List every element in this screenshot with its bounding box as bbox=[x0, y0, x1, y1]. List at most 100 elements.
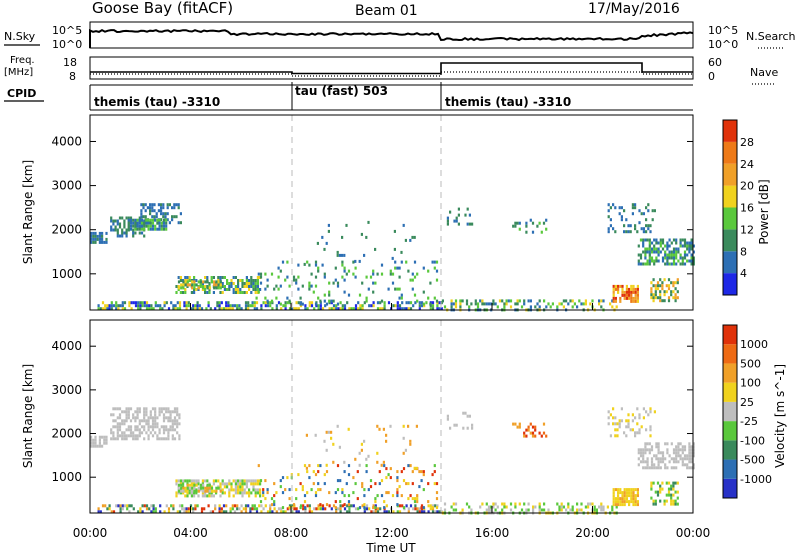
heatmap-cell bbox=[202, 280, 205, 284]
heatmap-cell bbox=[690, 457, 693, 461]
heatmap-cell bbox=[518, 221, 521, 225]
heatmap-cell bbox=[315, 304, 318, 308]
heatmap-cell bbox=[233, 510, 237, 514]
heatmap-cell bbox=[214, 307, 217, 311]
heatmap-cell bbox=[98, 438, 101, 442]
heatmap-cell bbox=[598, 299, 601, 303]
heatmap-cell bbox=[654, 287, 657, 291]
heatmap-cell bbox=[186, 479, 189, 483]
heatmap-cell bbox=[139, 301, 142, 305]
heatmap-cell bbox=[681, 256, 684, 260]
heatmap-cell bbox=[690, 454, 693, 458]
heatmap-cell bbox=[301, 485, 304, 489]
heatmap-cell bbox=[160, 410, 163, 414]
heatmap-cell bbox=[612, 227, 615, 231]
heatmap-cell bbox=[233, 304, 237, 308]
heatmap-cell bbox=[238, 307, 241, 311]
heatmap-cell bbox=[193, 489, 196, 493]
heatmap-cell bbox=[363, 301, 366, 305]
heatmap-cell bbox=[465, 302, 469, 306]
heatmap-cell bbox=[429, 307, 432, 311]
heatmap-cell bbox=[354, 307, 358, 311]
heatmap-cell bbox=[248, 288, 251, 291]
heatmap-cell bbox=[162, 215, 165, 219]
heatmap-cell bbox=[193, 288, 196, 291]
heatmap-cell bbox=[303, 464, 307, 468]
nave-trace bbox=[90, 71, 693, 77]
heatmap-cell bbox=[140, 231, 144, 235]
heatmap-cell bbox=[204, 491, 207, 495]
heatmap-cell bbox=[176, 422, 179, 426]
heatmap-cell bbox=[252, 279, 255, 282]
heatmap-cell bbox=[116, 222, 119, 226]
heatmap-cell bbox=[116, 437, 119, 441]
heatmap-cell bbox=[670, 502, 673, 506]
heatmap-cell bbox=[476, 302, 480, 306]
heatmap-cell bbox=[92, 234, 95, 238]
heatmap-cell bbox=[523, 302, 526, 306]
heatmap-cell bbox=[454, 302, 458, 306]
heatmap-cell bbox=[650, 457, 654, 461]
heatmap-cell bbox=[94, 444, 97, 448]
heatmap-cell bbox=[348, 307, 351, 311]
heatmap-cell bbox=[459, 302, 462, 306]
heatmap-cell bbox=[686, 244, 689, 248]
heatmap-cell bbox=[301, 302, 304, 306]
heatmap-cell bbox=[151, 434, 155, 438]
heatmap-cell bbox=[171, 437, 174, 441]
heatmap-cell bbox=[690, 253, 693, 257]
heatmap-cell bbox=[380, 272, 384, 276]
heatmap-cell bbox=[191, 489, 194, 493]
heatmap-cell bbox=[147, 422, 150, 426]
heatmap-cell bbox=[336, 424, 339, 428]
heatmap-cell bbox=[115, 304, 118, 308]
heatmap-cell bbox=[670, 290, 673, 294]
heatmap-cell bbox=[332, 504, 336, 508]
heatmap-cell bbox=[238, 304, 241, 308]
heatmap-cell bbox=[112, 222, 115, 226]
heatmap-cell bbox=[179, 221, 182, 225]
heatmap-cell bbox=[625, 491, 628, 495]
heatmap-cell bbox=[606, 505, 609, 509]
heatmap-cell bbox=[636, 299, 639, 303]
heatmap-cell bbox=[256, 285, 259, 288]
heatmap-cell bbox=[509, 502, 513, 506]
heatmap-cell bbox=[176, 510, 179, 514]
heatmap-cell bbox=[443, 502, 447, 506]
heatmap-cell bbox=[677, 259, 680, 263]
heatmap-cell bbox=[659, 293, 662, 297]
heatmap-cell bbox=[402, 479, 406, 483]
x-tick-label: 00:00 bbox=[73, 526, 108, 540]
heatmap-cell bbox=[639, 448, 643, 452]
heatmap-cell bbox=[346, 301, 349, 305]
heatmap-cell bbox=[636, 296, 639, 300]
heatmap-cell bbox=[254, 479, 257, 483]
heatmap-cell bbox=[94, 231, 97, 235]
heatmap-cell bbox=[571, 305, 574, 309]
heatmap-cell bbox=[260, 307, 263, 311]
heatmap-cell bbox=[99, 510, 102, 514]
heatmap-cell bbox=[219, 276, 222, 279]
heatmap-cell bbox=[139, 507, 142, 511]
heatmap-cell bbox=[217, 276, 220, 279]
heatmap-cell bbox=[105, 435, 108, 439]
heatmap-cell bbox=[617, 488, 620, 492]
heatmap-cell bbox=[625, 293, 628, 297]
heatmap-cell bbox=[343, 253, 346, 257]
heatmap-cell bbox=[688, 247, 691, 251]
heatmap-cell bbox=[496, 505, 499, 509]
power-colorbar-label: Power [dB] bbox=[757, 179, 771, 244]
heatmap-cell bbox=[634, 227, 637, 231]
heatmap-cell bbox=[127, 218, 130, 222]
heatmap-cell bbox=[612, 203, 615, 207]
heatmap-cell bbox=[646, 247, 649, 251]
heatmap-cell bbox=[653, 466, 656, 470]
heatmap-cell bbox=[226, 288, 229, 291]
heatmap-cell bbox=[223, 482, 226, 486]
heatmap-cell bbox=[184, 486, 187, 490]
heatmap-cell bbox=[661, 460, 665, 464]
heatmap-cell bbox=[188, 276, 191, 279]
heatmap-cell bbox=[612, 422, 615, 426]
heatmap-cell bbox=[134, 224, 137, 228]
